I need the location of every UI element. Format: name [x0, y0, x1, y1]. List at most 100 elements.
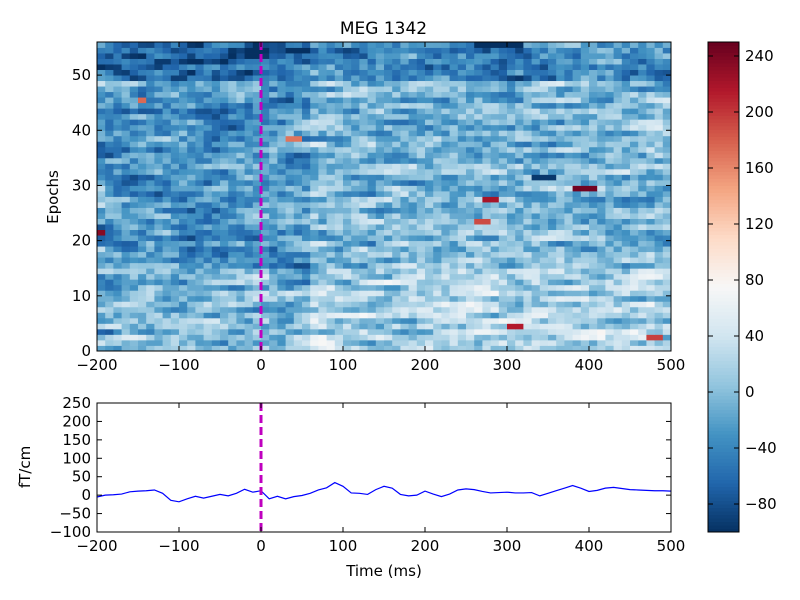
heatmap-cell: [425, 224, 434, 231]
heatmap-cell: [572, 257, 582, 264]
heatmap-cell: [498, 179, 508, 186]
heatmap-cell: [252, 146, 262, 153]
heatmap-cell: [654, 80, 664, 87]
heatmap-cell: [589, 102, 598, 109]
heatmap-cell: [211, 124, 221, 131]
heatmap-cell: [564, 141, 573, 148]
heatmap-cell: [310, 47, 319, 54]
heatmap-cell: [556, 163, 565, 170]
heatmap-cell: [359, 130, 368, 137]
heatmap-cell: [326, 207, 336, 214]
heatmap-cell: [580, 284, 590, 291]
heatmap-cell: [318, 47, 327, 54]
heatmap-cell: [384, 64, 393, 70]
heatmap-cell: [211, 257, 221, 264]
heatmap-cell: [154, 69, 163, 76]
heatmap-cell: [121, 152, 131, 159]
heatmap-cell: [425, 190, 434, 197]
heatmap-cell: [310, 317, 319, 324]
heatmap-cell: [441, 345, 450, 352]
heatmap-cell: [466, 323, 475, 330]
heatmap-cell: [162, 323, 172, 330]
heatmap-cell: [392, 213, 401, 219]
heatmap-cell: [449, 75, 459, 82]
heatmap-cell: [121, 207, 131, 214]
heatmap-cell: [228, 273, 237, 280]
heatmap-cell: [367, 196, 377, 203]
heatmap-cell: [269, 146, 278, 153]
heatmap-cell: [236, 213, 245, 219]
heatmap-cell: [539, 113, 549, 120]
heatmap-cell: [400, 273, 409, 280]
heatmap-cell: [343, 108, 352, 115]
heatmap-cell: [367, 80, 377, 87]
heatmap-cell: [482, 135, 491, 142]
heatmap-cell: [498, 185, 508, 192]
heatmap-cell: [220, 152, 229, 159]
heatmap-cell: [326, 218, 336, 225]
heatmap-cell: [580, 102, 590, 109]
heatmap-cell: [129, 213, 139, 219]
heatmap-cell: [252, 80, 262, 87]
heatmap-cell: [154, 202, 163, 208]
heatmap-cell: [146, 251, 155, 258]
heatmap-cell: [457, 196, 467, 203]
heatmap-cell: [302, 163, 311, 170]
heatmap-cell: [457, 152, 467, 159]
heatmap-cell: [605, 135, 614, 142]
heatmap-cell: [416, 69, 426, 76]
heatmap-cell: [638, 91, 647, 98]
heatmap-cell: [662, 273, 672, 280]
heatmap-cell: [589, 339, 598, 346]
heatmap-cell: [228, 152, 237, 159]
heatmap-cell: [334, 240, 344, 247]
heatmap-cell: [564, 246, 573, 253]
heatmap-cell: [154, 323, 163, 330]
heatmap-cell: [531, 224, 541, 231]
heatmap-cell: [548, 185, 557, 192]
heatmap-cell: [580, 119, 590, 126]
heatmap-cell: [580, 235, 590, 242]
heatmap-cell: [457, 141, 467, 148]
heatmap-cell: [138, 312, 147, 319]
heatmap-cell: [392, 224, 401, 231]
heatmap-cell: [359, 334, 368, 341]
heatmap-cell: [162, 75, 172, 82]
heatmap-cell: [416, 135, 426, 142]
heatmap-cell: [154, 295, 163, 302]
heatmap-cell: [244, 257, 254, 264]
heatmap-cell: [515, 334, 524, 341]
heatmap-cell: [646, 157, 655, 164]
heatmap-cell: [638, 279, 647, 286]
heatmap-cell: [154, 301, 163, 308]
heatmap-cell: [662, 80, 672, 87]
heatmap-cell: [490, 246, 500, 253]
heatmap-cell: [621, 202, 631, 208]
heatmap-cell: [457, 157, 467, 164]
heatmap-cell: [236, 196, 245, 203]
heatmap-cell: [121, 185, 131, 192]
heatmap-cell: [367, 224, 377, 231]
heatmap-cell: [179, 113, 188, 120]
heatmap-cell: [523, 75, 532, 82]
heatmap-cell: [556, 157, 565, 164]
heatmap-cell: [425, 257, 434, 264]
heatmap-cell: [187, 257, 196, 264]
heatmap-cell: [654, 328, 664, 335]
heatmap-cell: [605, 130, 614, 137]
heatmap-cell: [433, 69, 442, 76]
heatmap-cell: [539, 279, 549, 286]
heatmap-cell: [236, 306, 245, 313]
heatmap-cell: [277, 339, 286, 346]
heatmap-cell: [129, 284, 139, 291]
heatmap-cell: [302, 174, 311, 181]
heatmap-cell: [408, 130, 418, 137]
heatmap-cell: [457, 130, 467, 137]
heatmap-cell: [589, 306, 598, 313]
heatmap-cell: [548, 86, 557, 93]
heatmap-cell: [97, 202, 106, 208]
heatmap-cell: [556, 42, 565, 48]
heatmap-cell: [138, 91, 147, 98]
heatmap-cell: [621, 273, 631, 280]
heatmap-cell: [261, 91, 270, 98]
